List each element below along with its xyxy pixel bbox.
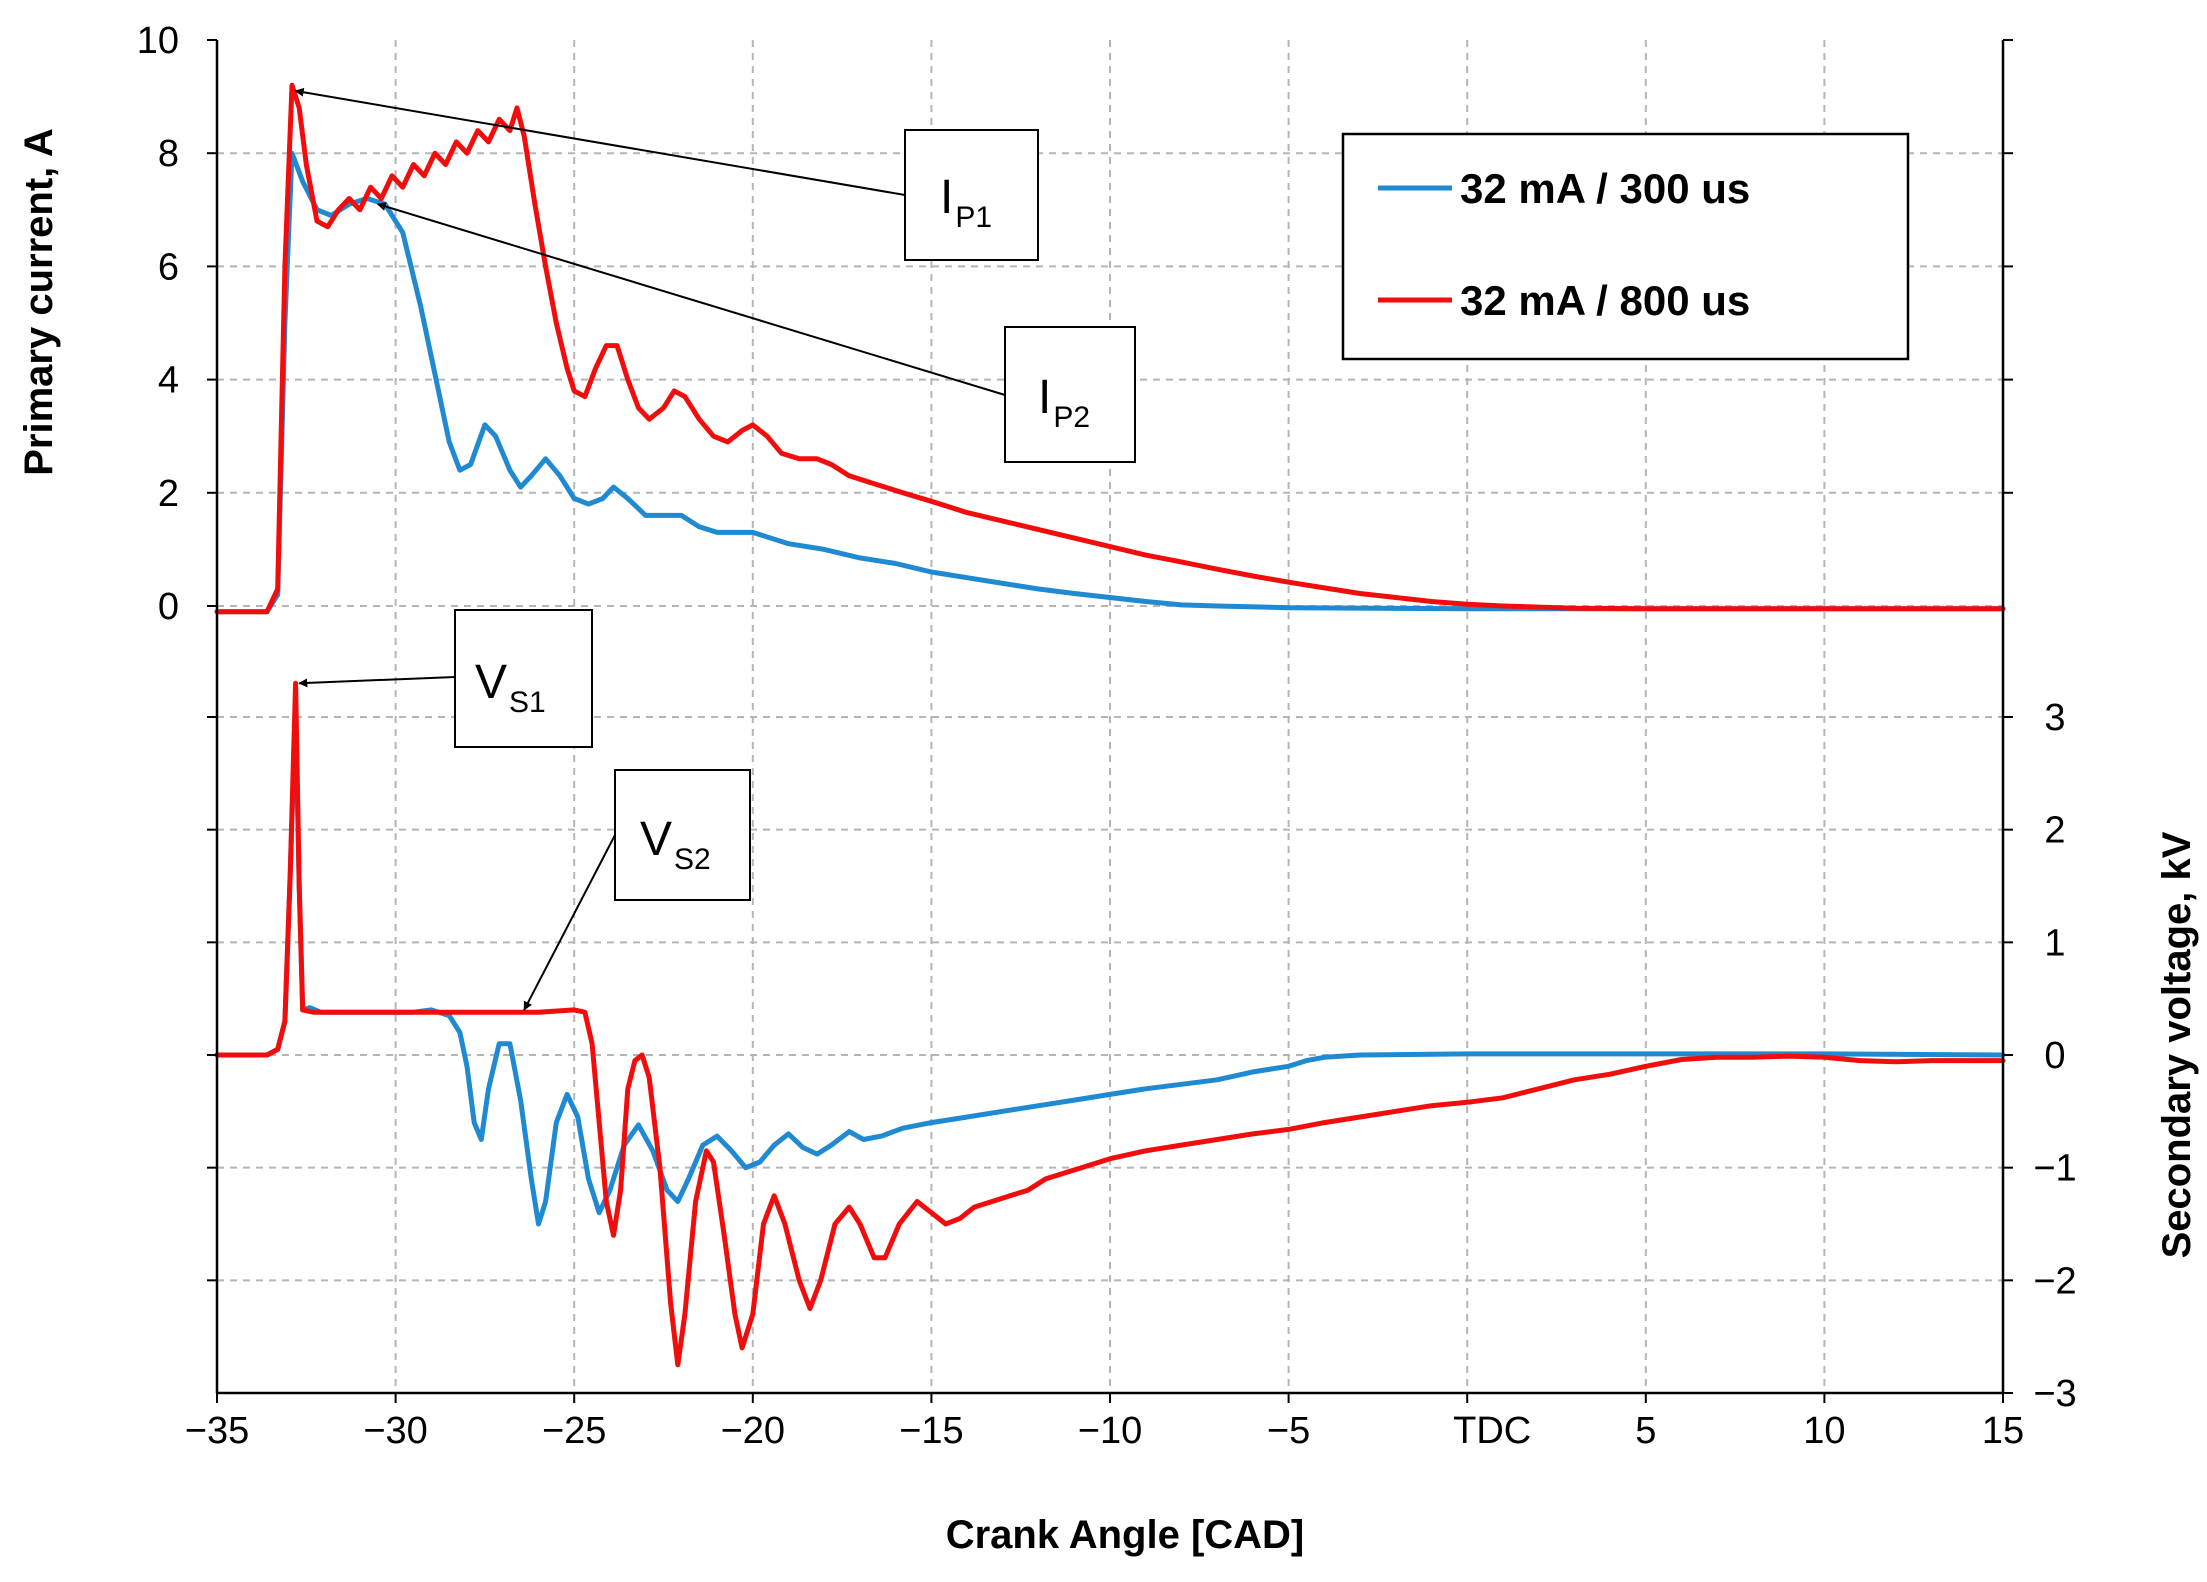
x-tick-label: 10 xyxy=(1803,1410,1845,1452)
annotation-box-vs1 xyxy=(454,609,593,748)
annotation-label-ip1: IP1 xyxy=(940,171,992,234)
annotation-arrow-ip1 xyxy=(294,87,906,196)
annotation-ip1: IP1 xyxy=(294,87,1039,261)
annotation-arrow-ip2 xyxy=(376,202,1006,396)
x-tick-label: −15 xyxy=(899,1410,963,1452)
legend-label-800us: 32 mA / 800 us xyxy=(1460,277,1750,324)
annotation-arrow-vs2 xyxy=(523,834,616,1011)
series-layer xyxy=(214,82,2006,1368)
y-left-tick-label: 8 xyxy=(158,133,179,175)
x-tick-label: 5 xyxy=(1635,1410,1656,1452)
y-right-tick-label: 0 xyxy=(2044,1035,2065,1077)
y-right-tick-label: 2 xyxy=(2044,810,2065,852)
legend-label-300us: 32 mA / 300 us xyxy=(1460,165,1750,212)
axes xyxy=(207,39,2013,1403)
y-left-tick-label: 0 xyxy=(158,586,179,628)
y-left-tick-label: 2 xyxy=(158,473,179,515)
y-left-tick-label: 6 xyxy=(158,246,179,288)
annotation-label-vs1: VS1 xyxy=(475,656,546,719)
annotation-vs1: VS1 xyxy=(298,609,593,748)
series-line-current-32-ma-800-us xyxy=(214,82,2006,615)
x-tick-label: −35 xyxy=(185,1410,249,1452)
y-right-tick-label: 3 xyxy=(2044,697,2065,739)
x-tick-label: −10 xyxy=(1078,1410,1142,1452)
annotation-box-ip2 xyxy=(1004,326,1136,463)
annotation-label-vs2: VS2 xyxy=(640,813,711,876)
annotation-vs2: VS2 xyxy=(523,769,751,1011)
annotation-label-ip2: IP2 xyxy=(1038,371,1090,434)
tick-labels: −35 −30 −25 −20 −15 −10 −5 TDC 5 10 150246810−3−2−… xyxy=(137,20,2077,1452)
y-right-tick-label: −3 xyxy=(2033,1373,2076,1415)
x-tick-label: TDC xyxy=(1453,1410,1531,1452)
legend: 32 mA / 300 us 32 mA / 800 us xyxy=(1341,132,1910,361)
y-left-tick-label: 10 xyxy=(137,20,179,62)
x-axis-title: Crank Angle [CAD] xyxy=(946,1513,1305,1557)
x-tick-label: 15 xyxy=(1982,1410,2024,1452)
series-line-voltage-32-ma-800-us xyxy=(214,680,2006,1368)
y-left-axis-title: Primary current, A xyxy=(17,128,61,476)
x-tick-label: −5 xyxy=(1267,1410,1310,1452)
annotation-ip2: IP2 xyxy=(376,202,1136,463)
y-left-tick-label: 4 xyxy=(158,360,179,402)
annotation-arrow-vs1 xyxy=(298,676,456,688)
annotation-box-vs2 xyxy=(614,769,751,901)
x-tick-label: −30 xyxy=(363,1410,427,1452)
legend-box xyxy=(1341,132,1910,361)
y-right-tick-label: −1 xyxy=(2033,1148,2076,1190)
annotation-box-ip1 xyxy=(904,129,1039,261)
y-right-axis-title: Secondary voltage, kV xyxy=(2155,831,2199,1258)
grid xyxy=(217,40,2004,1393)
y-right-tick-label: 1 xyxy=(2044,922,2065,964)
x-tick-label: −25 xyxy=(542,1410,606,1452)
y-right-tick-label: −2 xyxy=(2033,1260,2076,1302)
x-tick-label: −20 xyxy=(721,1410,785,1452)
